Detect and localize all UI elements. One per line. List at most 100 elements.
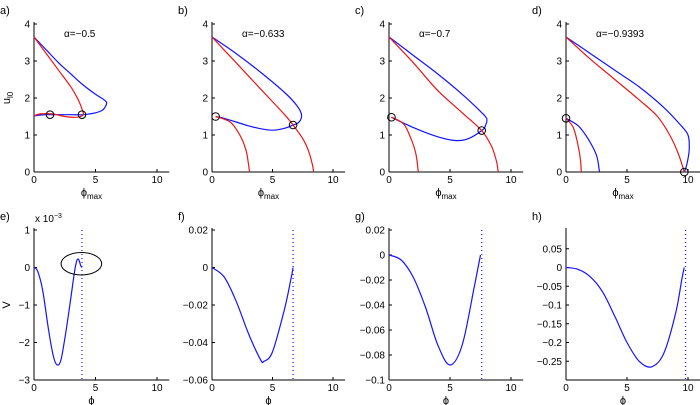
circle-marker: [288, 120, 298, 130]
y-tick-label: 2: [379, 94, 385, 105]
y-tick-label: 0.02: [366, 226, 386, 237]
alpha-annotation: α=−0.633: [242, 29, 285, 40]
circle-marker: [387, 112, 396, 122]
y-tick-label: 0.05: [543, 244, 563, 255]
panel-h: h) 0 5 10 −0.25 −0.2 −0.15 −0.1 −0.05 0 0.05 ϕ: [532, 211, 700, 405]
panel-label: f): [178, 211, 185, 223]
x-axis-label-subscript: max: [442, 192, 457, 201]
x-tick-label: 10: [327, 175, 339, 186]
alpha-annotation: α=−0.7: [419, 29, 451, 40]
x-tick-label: 5: [270, 383, 276, 394]
x-tick-label: 0: [563, 175, 569, 186]
y-tick-label: −0.15: [537, 319, 563, 330]
y-scale-multiplier: x 10−3: [35, 213, 62, 225]
x-axis-label: ϕmax: [81, 187, 102, 201]
circle-marker: [680, 167, 689, 177]
x-axis-label-symbol: ϕ: [265, 395, 271, 405]
y-tick-label: −0.05: [537, 282, 563, 293]
y-axis-label-subscript: l0: [6, 91, 15, 98]
y-tick-label: 3: [379, 57, 385, 68]
y-tick-label: 0: [202, 168, 208, 179]
y-tick-label: 0: [24, 168, 30, 179]
y-tick-label: −0.06: [360, 326, 386, 337]
y-tick-label: 4: [202, 20, 208, 31]
x-tick-label: 0: [31, 383, 37, 394]
panel-label: g): [355, 211, 365, 223]
blue-curve-0: [33, 258, 83, 366]
blue-curve-0: [565, 36, 690, 173]
blue-curve-0: [565, 266, 685, 368]
y-tick-label: 4: [379, 20, 385, 31]
x-axis-label: ϕmax: [258, 187, 279, 201]
y-axis-label: ul0: [1, 91, 15, 104]
red-curve-1: [388, 36, 499, 173]
y-tick-label: 1: [24, 131, 30, 142]
x-axis-label: ϕ: [88, 395, 94, 405]
y-tick-label: 0: [202, 263, 208, 274]
y-tick-label: −1: [19, 301, 31, 312]
x-axis-label: ϕ: [620, 395, 626, 405]
alpha-annotation: α=−0.5: [64, 29, 96, 40]
blue-curve-0: [33, 36, 108, 117]
red-curve-1: [565, 36, 685, 173]
panel-label: a): [0, 5, 10, 17]
x-tick-label: 0: [209, 175, 215, 186]
x-axis-label: ϕmax: [435, 187, 456, 201]
panel-b: b) 0 5 10 0 1 2 3 4 ϕmax α=−0.633: [178, 5, 346, 201]
x-axis-label-symbol: ϕ: [443, 395, 449, 405]
circle-marker: [561, 114, 571, 123]
x-axis-label: ϕ: [443, 395, 449, 405]
x-tick-label: 0: [386, 175, 392, 186]
x-axis-label-symbol: ϕ: [435, 187, 441, 199]
x-tick-label: 5: [624, 383, 630, 394]
x-axis-label-subscript: max: [264, 192, 279, 201]
y-tick-label: −0.25: [537, 357, 563, 368]
x-tick-label: 5: [270, 175, 276, 186]
y-tick-label: 2: [556, 94, 562, 105]
x-axis-label-symbol: ϕ: [612, 187, 618, 199]
y-scale-base: x 10: [35, 214, 54, 225]
panel-label: b): [178, 5, 188, 17]
x-tick-label: 0: [563, 383, 569, 394]
y-tick-label: −0.02: [360, 276, 386, 287]
panel-c: c) 0 5 10 0 1 2 3 4 ϕmax α=−0.7: [355, 5, 524, 201]
y-axis-label-symbol: V: [1, 301, 13, 309]
panel-a: a) 0 5 10 0 1 2 3 4 ϕmax ul0 α=−0.5: [0, 5, 170, 201]
x-axis-label: ϕmax: [612, 187, 633, 201]
panel-d: d) 0 5 10 0 1 2 3 4 ϕmax α=−0.9393: [532, 5, 700, 201]
y-tick-label: 0: [556, 263, 562, 274]
panel-label: e): [0, 211, 10, 223]
y-tick-label: −3: [19, 376, 31, 387]
y-tick-label: 2: [202, 94, 208, 105]
x-axis-label-symbol: ϕ: [81, 187, 87, 199]
x-tick-label: 10: [505, 383, 517, 394]
circle-marker: [211, 112, 220, 121]
x-axis-label: ϕ: [265, 395, 271, 405]
circle-marker: [77, 110, 87, 119]
x-tick-label: 10: [682, 383, 694, 394]
x-axis-label-symbol: ϕ: [258, 187, 264, 199]
y-tick-label: 1: [202, 131, 208, 142]
panel-label: d): [532, 5, 542, 17]
y-tick-label: −0.1: [542, 301, 562, 312]
circle-marker: [477, 126, 487, 135]
y-tick-label: 1: [379, 131, 385, 142]
y-tick-label: 0: [24, 263, 30, 274]
x-tick-label: 10: [151, 383, 163, 394]
x-tick-label: 10: [682, 175, 694, 186]
blue-curve-0: [388, 254, 482, 366]
x-tick-label: 0: [209, 383, 215, 394]
y-tick-label: 2: [24, 94, 30, 105]
y-tick-label: 0: [379, 251, 385, 262]
highlight-ellipse: [60, 252, 103, 276]
y-tick-label: −0.1: [365, 376, 385, 387]
y-tick-label: 3: [202, 57, 208, 68]
x-axis-label-subscript: max: [619, 192, 634, 201]
blue-curve-0: [388, 36, 488, 142]
y-tick-label: 3: [24, 57, 30, 68]
x-tick-label: 0: [31, 175, 37, 186]
x-tick-label: 5: [624, 175, 630, 186]
red-curve-2: [391, 116, 419, 173]
y-tick-label: 4: [24, 20, 30, 31]
x-tick-label: 5: [447, 383, 453, 394]
